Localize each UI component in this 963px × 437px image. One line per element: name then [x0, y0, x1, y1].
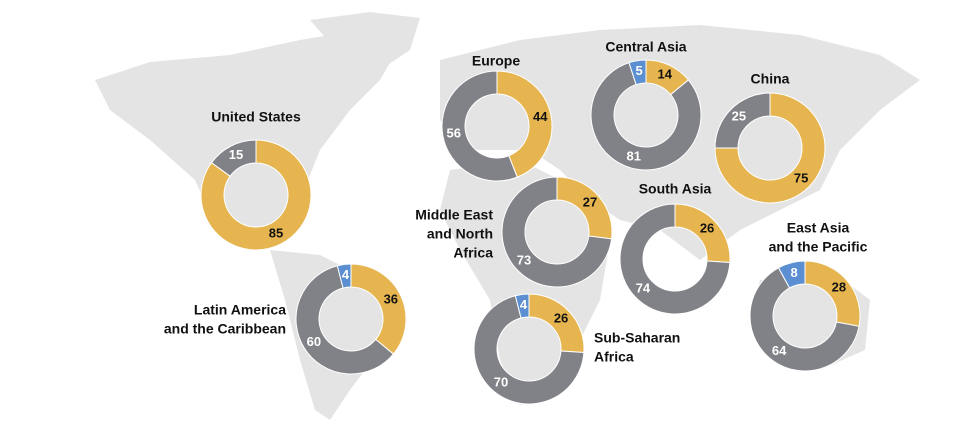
value-label: 73 [517, 253, 531, 268]
donut-title: United States [211, 109, 301, 125]
donut-segment [777, 260, 806, 289]
value-label: 56 [447, 126, 461, 141]
donut-segment [473, 295, 585, 405]
value-label: 75 [794, 171, 808, 186]
donut-title: Africa [453, 245, 493, 261]
donut-title: South Asia [639, 181, 712, 197]
value-label: 28 [832, 279, 846, 294]
value-label: 36 [384, 292, 398, 307]
donut-segment [295, 265, 395, 375]
donut-segment [441, 70, 518, 182]
value-label: 4 [520, 297, 528, 312]
value-label: 70 [494, 374, 508, 389]
donut-title: China [751, 71, 790, 87]
donut-segment [619, 203, 731, 315]
donut-title: Europe [472, 53, 520, 69]
donut-title: Africa [594, 349, 634, 365]
donut-segment [200, 139, 312, 251]
donut-segment [210, 139, 257, 177]
donut-segment [336, 263, 352, 289]
donut-segment [514, 293, 530, 319]
donut-title: Sub-Saharan [594, 330, 680, 346]
value-label: 8 [790, 265, 797, 280]
donut-title: and North [427, 226, 493, 242]
value-label: 60 [307, 334, 321, 349]
value-label: 85 [269, 226, 283, 241]
value-label: 4 [342, 267, 350, 282]
value-label: 64 [772, 343, 787, 358]
donut-title: and the Pacific [769, 239, 868, 255]
donut-segment [350, 263, 407, 355]
value-label: 15 [229, 147, 243, 162]
donut-segment [628, 59, 647, 86]
value-label: 74 [636, 281, 651, 296]
donut-segment [590, 62, 702, 171]
value-label: 5 [635, 63, 642, 78]
donut-segment [749, 267, 860, 372]
donut-title: Central Asia [605, 39, 686, 55]
value-label: 25 [732, 108, 746, 123]
donut-segment [714, 92, 826, 204]
donut-title: East Asia [787, 220, 850, 236]
value-label: 14 [657, 67, 672, 82]
value-label: 26 [700, 220, 714, 235]
value-label: 44 [533, 109, 548, 124]
donut-segment [501, 176, 613, 288]
donut-segment [714, 92, 771, 149]
donut-title: Latin America [194, 302, 286, 318]
donut-segment [496, 70, 553, 178]
donut-title: Middle East [415, 207, 493, 223]
value-label: 27 [583, 194, 597, 209]
value-label: 26 [554, 310, 568, 325]
value-label: 81 [626, 149, 640, 164]
donut-title: and the Caribbean [164, 321, 286, 337]
